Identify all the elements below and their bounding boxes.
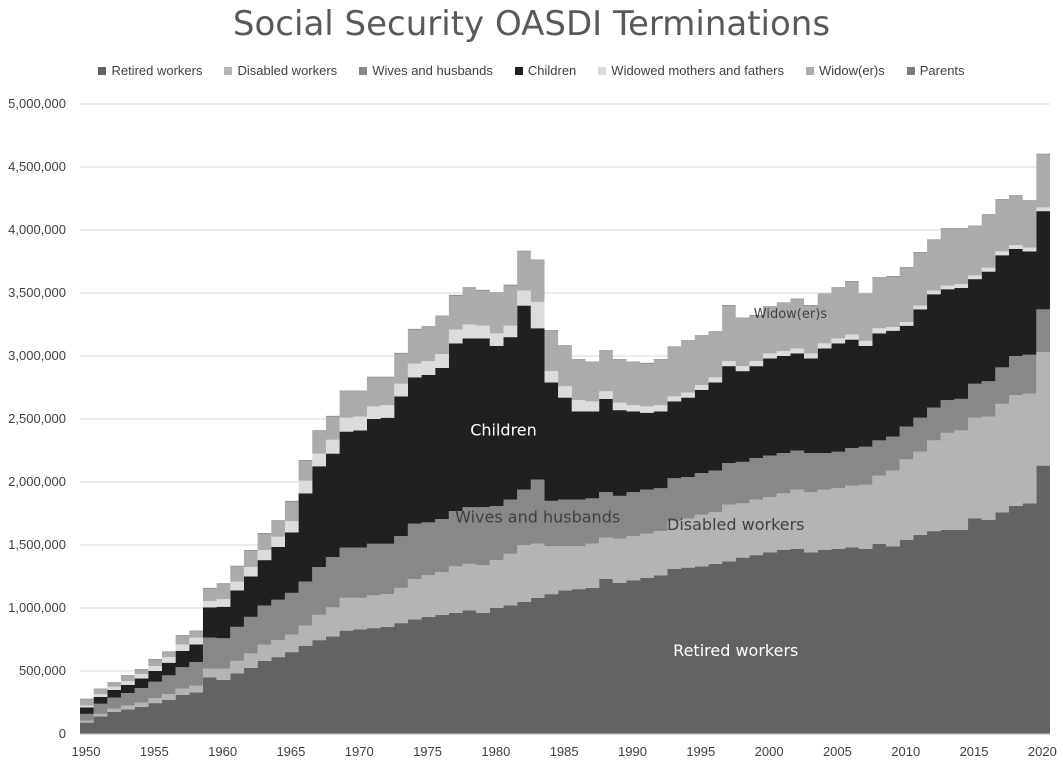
legend-item: Disabled workers	[224, 63, 337, 78]
y-tick-label: 1,500,000	[8, 537, 66, 552]
area-annotation: Wives and husbands	[455, 507, 620, 526]
legend-swatch	[98, 66, 107, 75]
x-tick-label: 1950	[72, 744, 101, 759]
x-tick-label: 2020	[1028, 744, 1057, 759]
legend-item: Widowed mothers and fathers	[598, 63, 784, 78]
legend-item: Children	[514, 63, 577, 78]
area-annotation: Retired workers	[673, 641, 798, 660]
series-area-wives-and-husbands	[80, 309, 1050, 721]
legend-item: Retired workers	[98, 63, 202, 78]
y-tick-label: 1,000,000	[8, 600, 66, 615]
x-tick-label: 2010	[891, 744, 920, 759]
legend-swatch	[598, 66, 607, 75]
x-tick-label: 2015	[960, 744, 989, 759]
y-tick-label: 4,000,000	[8, 222, 66, 237]
y-tick-label: 0	[59, 726, 66, 741]
y-tick-label: 2,500,000	[8, 411, 66, 426]
y-tick-label: 3,500,000	[8, 285, 66, 300]
x-tick-label: 1970	[345, 744, 374, 759]
legend-swatch	[514, 66, 523, 75]
x-tick-label: 1965	[276, 744, 305, 759]
legend-label: Disabled workers	[237, 63, 338, 78]
legend-label: Widowed mothers and fathers	[611, 63, 784, 78]
series-area-retired-workers	[80, 465, 1050, 734]
y-tick-label: 4,500,000	[8, 159, 66, 174]
x-tick-label: 1955	[140, 744, 169, 759]
y-tick-label: 500,000	[19, 663, 66, 678]
x-tick-label: 2000	[755, 744, 784, 759]
x-tick-label: 1960	[208, 744, 237, 759]
legend: Retired workers Disabled workers Wives and…	[0, 63, 1063, 78]
x-tick-label: 1980	[481, 744, 510, 759]
legend-swatch	[359, 66, 368, 75]
x-tick-label: 1990	[618, 744, 647, 759]
y-tick-label: 5,000,000	[8, 96, 66, 111]
legend-label: Widow(er)s	[819, 63, 885, 78]
series-area-disabled-workers	[80, 352, 1050, 723]
area-annotation: Disabled workers	[667, 515, 805, 534]
chart-title: Social Security OASDI Terminations	[232, 4, 831, 44]
x-tick-label: 1995	[686, 744, 715, 759]
area-annotation: Children	[470, 420, 537, 439]
x-tick-label: 2005	[823, 744, 852, 759]
legend-label: Children	[527, 63, 577, 78]
legend-label: Retired workers	[111, 63, 203, 78]
y-tick-label: 3,000,000	[8, 348, 66, 363]
legend-swatch	[224, 66, 233, 75]
x-tick-label: 1985	[550, 744, 579, 759]
legend-item: Parents	[906, 63, 965, 78]
legend-label: Wives and husbands	[372, 63, 493, 78]
y-tick-label: 2,000,000	[8, 474, 66, 489]
area-annotation: Widow(er)s	[754, 307, 828, 322]
legend-swatch	[806, 66, 814, 75]
legend-item: Wives and husbands	[359, 63, 493, 78]
x-tick-label: 1975	[413, 744, 442, 759]
legend-item: Widow(er)s	[806, 63, 885, 78]
legend-swatch	[906, 66, 915, 75]
legend-label: Parents	[919, 63, 965, 78]
series-area-children	[80, 211, 1050, 714]
